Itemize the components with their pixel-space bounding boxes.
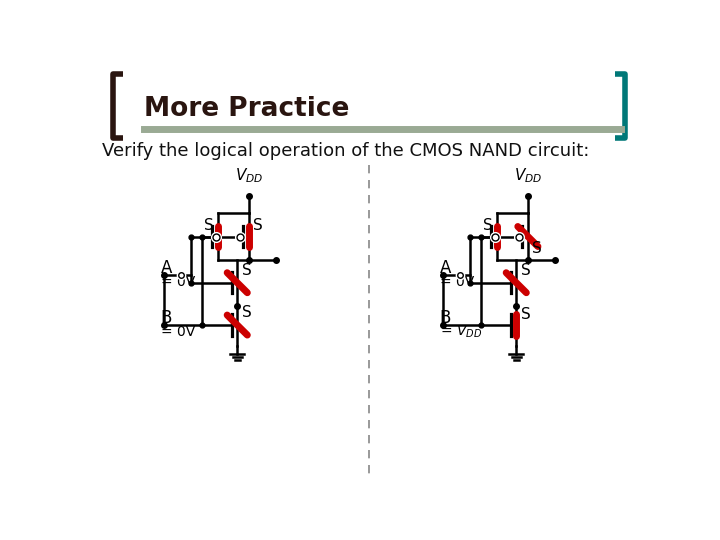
Text: B: B [439,309,451,327]
Text: = 0V: = 0V [161,325,195,339]
Text: S: S [482,218,492,233]
Text: $V_{DD}$: $V_{DD}$ [235,166,263,185]
Text: B: B [161,309,172,327]
Text: S: S [253,218,263,233]
Text: Verify the logical operation of the CMOS NAND circuit:: Verify the logical operation of the CMOS… [102,142,590,160]
Text: = $V_{DD}$: = $V_{DD}$ [439,324,482,340]
Text: = 0V: = 0V [439,275,474,289]
Text: S: S [521,263,531,278]
Text: S: S [242,263,251,278]
Text: A: A [439,259,451,277]
Text: S: S [521,307,531,322]
Text: More Practice: More Practice [144,97,350,123]
Text: = 0V: = 0V [161,275,195,289]
Text: $V_{DD}$: $V_{DD}$ [513,166,542,185]
Text: S: S [242,305,251,320]
Text: S: S [204,218,213,233]
Text: S: S [532,241,542,256]
Text: A: A [161,259,172,277]
